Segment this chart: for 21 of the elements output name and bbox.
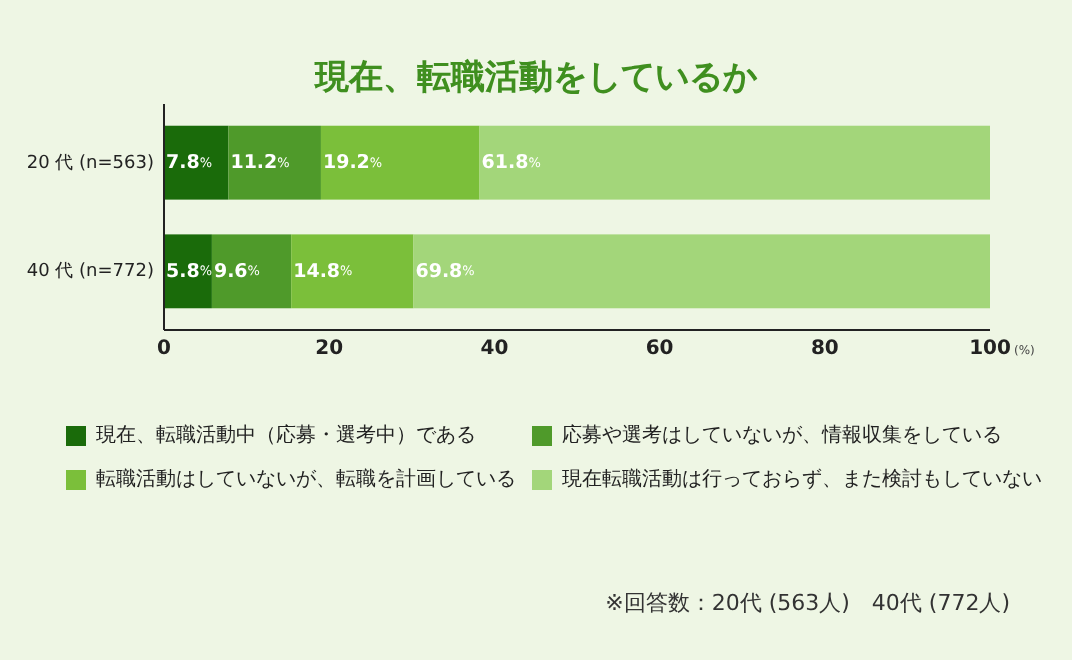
y-tick-label: 20 代 (n=563) <box>26 151 154 174</box>
text: ※回答数：20代 (563人) 40代 (772人) <box>605 590 1010 616</box>
y-tick-label: 40 代 (n=772) <box>26 260 154 283</box>
x-tick-label: 20 <box>315 338 344 360</box>
legend-label: 転職活動はしていないが、転職を計画している <box>96 467 516 492</box>
x-tick-label: 100 <box>969 338 1011 360</box>
bar <box>413 234 990 309</box>
legend-label: 現在転職活動は行っておらず、また検討もしていない <box>562 467 1042 492</box>
x-tick-label: 40 <box>480 338 509 360</box>
x-tick-label: 60 <box>645 338 674 360</box>
bar <box>291 234 414 309</box>
x-tick-label: 0 <box>157 338 172 360</box>
legend-label: 応募や選考はしていないが、情報収集をしている <box>562 423 1002 448</box>
bar <box>479 125 990 200</box>
legend-label: 現在、転職活動中（応募・選考中）である <box>96 423 476 448</box>
bar <box>228 125 321 200</box>
x-tick-label: 80 <box>810 338 839 360</box>
bar <box>320 125 480 200</box>
chart-title: 現在、転職活動をしているか <box>313 58 759 98</box>
bar <box>164 125 229 200</box>
bar <box>211 234 292 309</box>
